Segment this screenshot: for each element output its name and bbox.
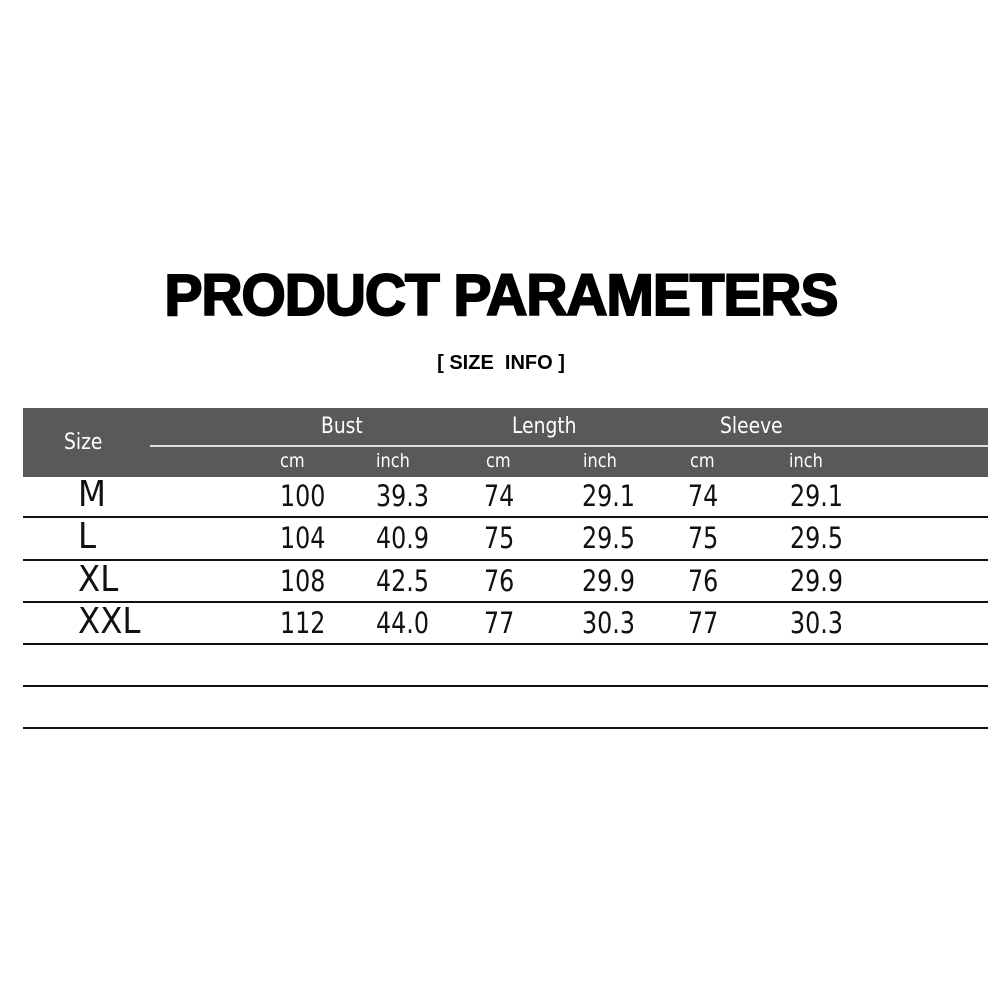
size-label: XXL bbox=[78, 601, 141, 642]
page-title: PRODUCT PARAMETERS bbox=[164, 262, 840, 329]
size-label: XL bbox=[78, 559, 119, 600]
header-divider bbox=[150, 445, 988, 447]
size-label: L bbox=[78, 516, 97, 557]
table-cell: 29.5 bbox=[790, 521, 843, 555]
table-cell: 40.9 bbox=[376, 521, 429, 555]
unit-label: inch bbox=[789, 450, 823, 472]
row-divider bbox=[23, 559, 988, 561]
table-row: XL 108 42.5 76 29.9 76 29.9 bbox=[23, 559, 988, 604]
table-cell: 104 bbox=[280, 521, 326, 555]
table-cell: 75 bbox=[688, 521, 719, 555]
table-cell: 112 bbox=[280, 606, 326, 640]
row-divider bbox=[23, 643, 988, 645]
size-header: Size bbox=[64, 430, 103, 455]
table-cell: 108 bbox=[280, 564, 326, 598]
table-cell: 44.0 bbox=[376, 606, 429, 640]
table-cell: 74 bbox=[688, 479, 719, 513]
table-cell: 74 bbox=[484, 479, 515, 513]
table-cell: 76 bbox=[688, 564, 719, 598]
table-cell: 29.1 bbox=[790, 479, 843, 513]
table-row: L 104 40.9 75 29.5 75 29.5 bbox=[23, 516, 988, 561]
group-bust: Bust bbox=[321, 414, 363, 439]
subtitle: [ SIZE INFO ] bbox=[437, 352, 565, 374]
table-cell: 29.5 bbox=[582, 521, 635, 555]
group-length: Length bbox=[512, 414, 577, 439]
table-cell: 76 bbox=[484, 564, 515, 598]
table-cell: 39.3 bbox=[376, 479, 429, 513]
row-divider bbox=[23, 516, 988, 518]
table-row: XXL 112 44.0 77 30.3 77 30.3 bbox=[23, 601, 988, 646]
table-cell: 42.5 bbox=[376, 564, 429, 598]
unit-label: inch bbox=[583, 450, 617, 472]
row-divider bbox=[23, 601, 988, 603]
unit-label: cm bbox=[690, 450, 715, 472]
row-divider bbox=[23, 685, 988, 687]
table-cell: 30.3 bbox=[582, 606, 635, 640]
table-cell: 29.9 bbox=[582, 564, 635, 598]
table-cell: 30.3 bbox=[790, 606, 843, 640]
table-cell: 77 bbox=[484, 606, 515, 640]
table-header: Size Bust Length Sleeve cm inch cm inch … bbox=[23, 408, 988, 477]
size-label: M bbox=[78, 474, 106, 515]
table-cell: 75 bbox=[484, 521, 515, 555]
unit-label: cm bbox=[486, 450, 511, 472]
table-cell: 77 bbox=[688, 606, 719, 640]
group-sleeve: Sleeve bbox=[720, 414, 783, 439]
table-row: M 100 39.3 74 29.1 74 29.1 bbox=[23, 474, 988, 519]
table-cell: 29.9 bbox=[790, 564, 843, 598]
unit-label: cm bbox=[280, 450, 305, 472]
unit-label: inch bbox=[376, 450, 410, 472]
table-cell: 100 bbox=[280, 479, 326, 513]
row-divider bbox=[23, 727, 988, 729]
table-cell: 29.1 bbox=[582, 479, 635, 513]
